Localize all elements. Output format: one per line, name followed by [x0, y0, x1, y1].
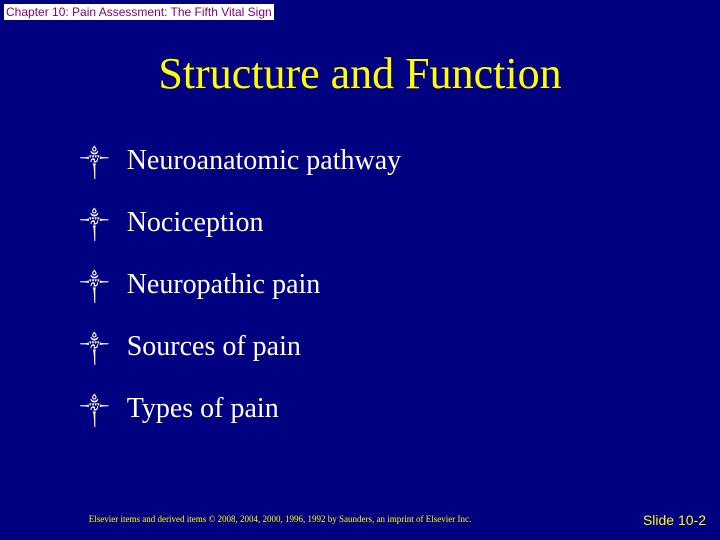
- bullet-text: Neuropathic pain: [127, 269, 321, 301]
- copyright-footer: Elsevier items and derived items © 2008,…: [0, 514, 560, 524]
- list-item: ༒ Nociception: [80, 207, 680, 241]
- bullet-icon: ༒: [80, 145, 109, 179]
- bullet-icon: ༒: [80, 331, 109, 365]
- chapter-header: Chapter 10: Pain Assessment: The Fifth V…: [4, 4, 274, 20]
- slide-title: Structure and Function: [0, 48, 720, 99]
- list-item: ༒ Sources of pain: [80, 331, 680, 365]
- list-item: ༒ Neuroanatomic pathway: [80, 145, 680, 179]
- list-item: ༒ Types of pain: [80, 393, 680, 427]
- bullet-text: Nociception: [127, 207, 264, 239]
- bullet-text: Sources of pain: [127, 331, 301, 363]
- chapter-header-text: Chapter 10: Pain Assessment: The Fifth V…: [6, 5, 272, 19]
- bullet-icon: ༒: [80, 269, 109, 303]
- list-item: ༒ Neuropathic pain: [80, 269, 680, 303]
- bullet-text: Neuroanatomic pathway: [127, 145, 401, 177]
- bullet-text: Types of pain: [127, 393, 279, 425]
- bullet-icon: ༒: [80, 393, 109, 427]
- bullet-list: ༒ Neuroanatomic pathway ༒ Nociception ༒ …: [80, 145, 680, 455]
- slide-number: Slide 10-2: [643, 512, 706, 528]
- bullet-icon: ༒: [80, 207, 109, 241]
